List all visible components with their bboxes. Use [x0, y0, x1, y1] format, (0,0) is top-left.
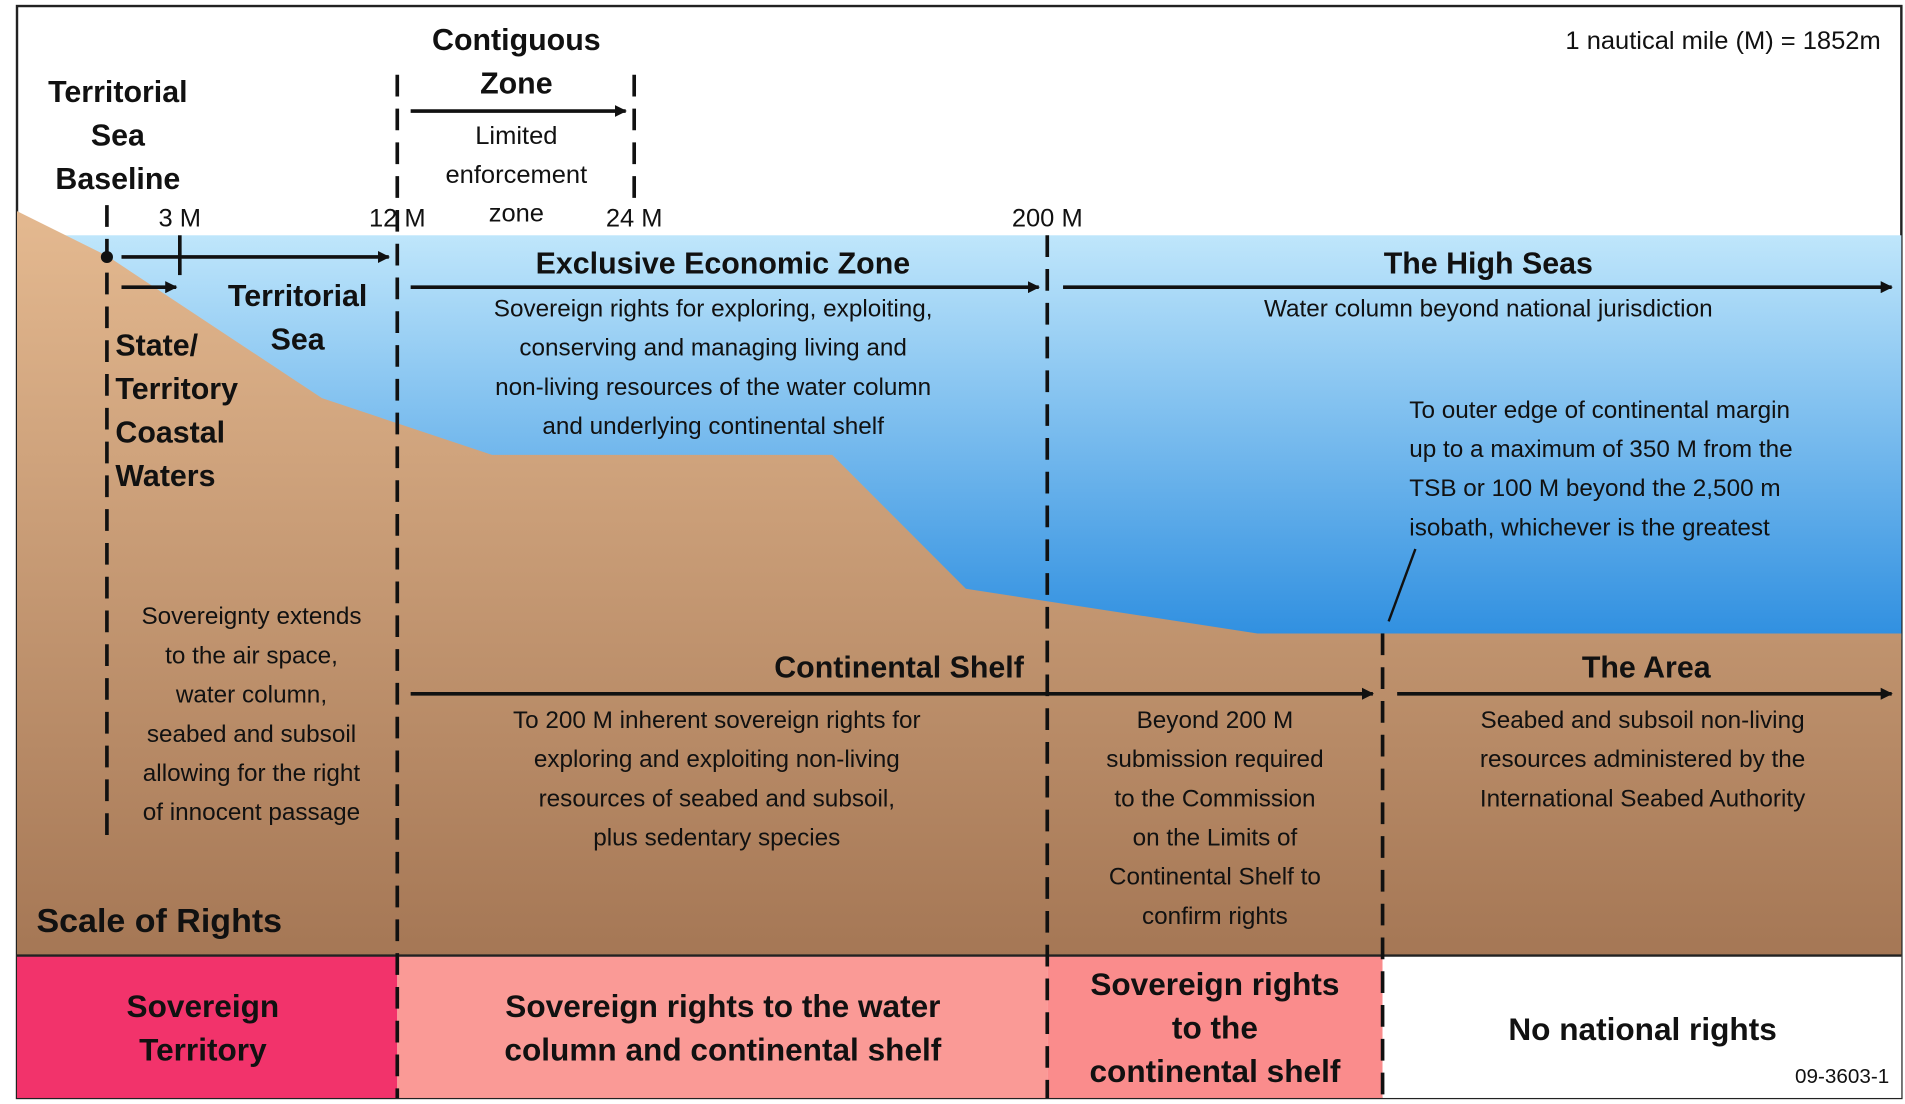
zone-title: Waters: [115, 460, 215, 493]
zone-description: seabed and subsoil: [147, 721, 356, 748]
zone-description: allowing for the right: [143, 760, 361, 787]
scale-note: 1 nautical mile (M) = 1852m: [1565, 27, 1880, 55]
rights-label: Sovereign: [127, 989, 280, 1024]
distance-marker: 12 M: [369, 204, 426, 232]
rights-label: Territory: [139, 1032, 267, 1067]
zone-title: Sea: [271, 324, 326, 357]
rights-zone: [17, 956, 397, 1098]
zone-description: to the air space,: [165, 642, 338, 669]
zone-description: Sovereignty extends: [141, 603, 361, 630]
zone-title: Territory: [115, 373, 238, 406]
section-title: Scale of Rights: [36, 902, 282, 940]
rights-label: continental shelf: [1089, 1054, 1340, 1089]
zone-title: Zone: [480, 68, 553, 101]
zone-title: Territorial: [228, 280, 367, 313]
rights-label: column and continental shelf: [504, 1032, 941, 1067]
rights-zone: [397, 956, 1047, 1098]
zone-description: up to a maximum of 350 M from the: [1409, 436, 1792, 463]
zone-description: of innocent passage: [143, 799, 360, 826]
zone-description: conserving and managing living and: [519, 335, 907, 362]
baseline-label: Territorial: [48, 76, 187, 109]
distance-marker: 24 M: [606, 204, 663, 232]
zone-description: Beyond 200 M: [1137, 707, 1294, 734]
rights-label: No national rights: [1508, 1012, 1776, 1047]
rights-label: Sovereign rights: [1090, 967, 1339, 1002]
zone-description: exploring and exploiting non-living: [534, 746, 900, 773]
zone-title: State/: [115, 330, 198, 363]
zone-description: resources administered by the: [1480, 746, 1805, 773]
baseline-label: Baseline: [55, 163, 180, 196]
zone-title: The Area: [1582, 652, 1712, 685]
zone-title: The High Seas: [1384, 248, 1593, 281]
zone-description: To outer edge of continental margin: [1409, 397, 1790, 424]
zone-description: To 200 M inherent sovereign rights for: [513, 707, 921, 734]
diagram: 1 nautical mile (M) = 1852m 09-3603-1 Terr…: [0, 0, 1905, 1104]
zone-description: non-living resources of the water column: [495, 374, 931, 401]
distance-marker: 3 M: [159, 204, 202, 232]
zone-description: and underlying continental shelf: [542, 413, 884, 440]
rights-label: Sovereign rights to the water: [505, 989, 940, 1024]
zone-description: water column,: [175, 682, 327, 709]
zone-description: TSB or 100 M beyond the 2,500 m: [1409, 475, 1780, 502]
zone-title: Coastal: [115, 416, 225, 449]
zone-description: International Seabed Authority: [1480, 785, 1806, 812]
zone-description: isobath, whichever is the greatest: [1409, 515, 1770, 542]
zone-description: resources of seabed and subsoil,: [539, 785, 895, 812]
zone-description: Seabed and subsoil non-living: [1481, 707, 1805, 734]
zone-description: Sovereign rights for exploring, exploiti…: [494, 296, 933, 323]
distance-marker: 200 M: [1012, 204, 1083, 232]
zone-description: on the Limits of: [1133, 825, 1298, 852]
zone-description: zone: [489, 200, 544, 228]
zone-description: plus sedentary species: [593, 825, 840, 852]
zone-title: Continental Shelf: [774, 652, 1025, 685]
zone-description: to the Commission: [1114, 785, 1315, 812]
zone-description: confirm rights: [1142, 903, 1288, 930]
zone-title: Exclusive Economic Zone: [536, 248, 911, 281]
zone-description: enforcement: [445, 161, 587, 189]
rights-label: to the: [1172, 1011, 1258, 1046]
zone-description: Water column beyond national jurisdictio…: [1264, 296, 1713, 323]
baseline-label: Sea: [91, 120, 146, 153]
baseline-point: [101, 251, 113, 263]
zone-description: Limited: [475, 122, 557, 150]
zone-description: submission required: [1106, 746, 1323, 773]
page: { "note": "1 nautical mile (M) = 1852m",…: [0, 0, 1905, 1104]
zone-title: Contiguous: [432, 24, 601, 57]
figure-id: 09-3603-1: [1795, 1065, 1889, 1088]
zone-description: Continental Shelf to: [1109, 864, 1321, 891]
